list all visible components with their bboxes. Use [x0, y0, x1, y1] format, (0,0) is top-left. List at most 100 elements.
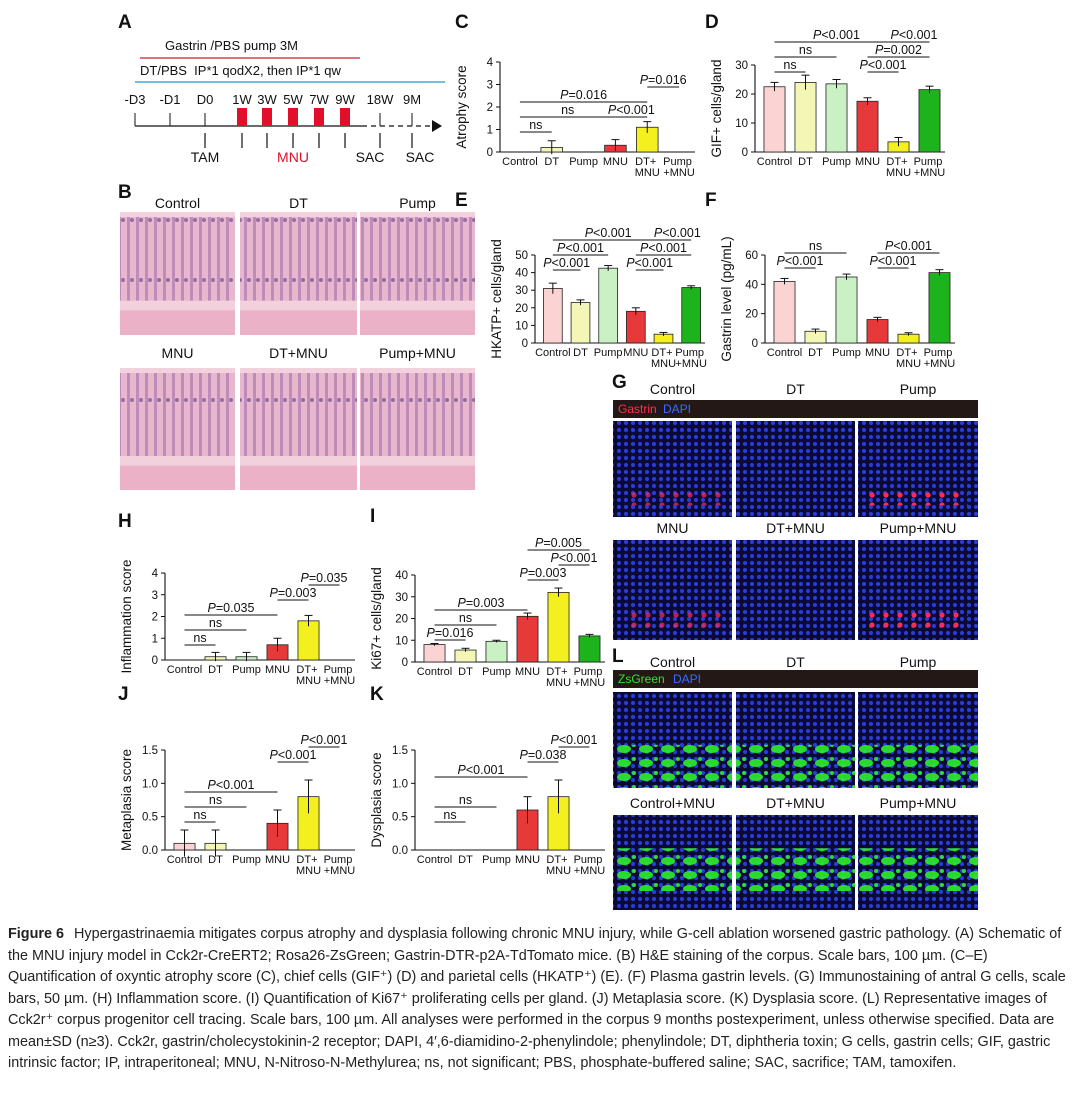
he-muscle	[360, 465, 475, 490]
bar	[794, 82, 817, 153]
mnu-block	[288, 108, 298, 126]
panel-letter: I	[370, 506, 375, 527]
x-tick-label: Pump	[232, 854, 261, 866]
y-tick-label: 40	[515, 268, 528, 280]
image-label: Pump+MNU	[379, 345, 456, 361]
image-label: Pump	[399, 195, 436, 211]
bar	[454, 649, 477, 663]
he-panel: B Control DT Pump MNU DT+MNU Pump+MNU	[118, 182, 475, 490]
panel-letter: E	[455, 190, 468, 211]
image-label: Control	[650, 654, 695, 670]
x-tick-label: Pump	[822, 156, 851, 168]
he-muscle	[120, 465, 235, 490]
he-muscle	[360, 310, 475, 335]
y-tick-label: 0	[402, 657, 408, 669]
y-tick-label: 1.5	[142, 745, 158, 757]
schematic: A Gastrin /PBS pump 3M DT/PBS IP*1 qodX2…	[118, 12, 445, 165]
x-tick-label: Pump	[232, 664, 261, 676]
significance-label: P=0.016	[560, 88, 607, 102]
significance-label: ns	[193, 808, 206, 822]
y-tick-label: 10	[735, 118, 748, 130]
significance-label: ns	[529, 118, 542, 132]
significance-label: ns	[209, 793, 222, 807]
he-muscle	[240, 310, 357, 335]
significance-label: ns	[443, 808, 456, 822]
stain-label: ZsGreen	[618, 672, 665, 686]
x-tick-label: Pump +MNU	[574, 854, 606, 877]
bar	[543, 288, 563, 344]
x-tick-label: Control	[502, 156, 537, 168]
event-label: SAC	[356, 149, 385, 165]
y-tick-label: 4	[152, 568, 159, 580]
image-label: DT+MNU	[766, 520, 825, 536]
panel-letter: H	[118, 511, 132, 532]
image-label: MNU	[162, 345, 194, 361]
bar	[681, 287, 701, 344]
x-tick-label: DT	[544, 156, 559, 168]
x-tick-label: DT	[808, 347, 823, 359]
he-mucosa	[360, 373, 475, 456]
bar-chart: H Inflammation score 0 1 2 3 4 Control DT Pump MNU…	[118, 511, 355, 687]
bar	[825, 83, 848, 153]
y-tick-label: 0	[522, 338, 528, 350]
stain-bar	[613, 670, 978, 688]
y-tick-label: 0.5	[142, 812, 158, 824]
y-tick-label: 40	[745, 279, 758, 291]
image-label: DT+MNU	[269, 345, 328, 361]
significance-label: P<0.001	[891, 28, 938, 42]
y-tick-label: 0	[752, 338, 758, 350]
significance-label: P=0.003	[520, 566, 567, 580]
image-label: DT	[289, 195, 308, 211]
he-mucosa	[240, 373, 357, 456]
timepoint-label: 7W	[309, 92, 329, 107]
x-tick-label: Pump +MNU	[324, 854, 356, 877]
bar	[598, 267, 618, 344]
event-label: MNU	[277, 149, 309, 165]
mnu-block	[314, 108, 324, 126]
panel-letter: L	[612, 646, 624, 667]
panel-letter: F	[705, 190, 717, 211]
significance-label: ns	[809, 239, 822, 253]
gastrin-panel: G Gastrin DAPI Control DT Pump MNU DT+MNU Pum…	[612, 372, 978, 640]
timepoint-labels: -D3 -D1 D0 1W 3W 5W 7W 9W 18W 9M	[125, 92, 422, 107]
x-tick-label: MNU	[865, 347, 890, 359]
image-label: Pump	[900, 381, 937, 397]
caption-label: Figure 6	[8, 926, 64, 942]
significance-label: P=0.016	[427, 626, 474, 640]
y-tick-label: 0	[487, 147, 493, 159]
he-mucosa	[120, 373, 235, 456]
bar	[866, 319, 889, 344]
timepoint-label: -D1	[160, 92, 181, 107]
x-tick-label: Control	[167, 854, 202, 866]
significance-label: P<0.001	[608, 103, 655, 117]
x-tick-label: Control	[417, 666, 452, 678]
x-tick-label: Pump +MNU	[914, 156, 946, 179]
he-muscle	[240, 465, 357, 490]
tracing-panel: L ZsGreen DAPI Control DT Pump Control+MNU D…	[612, 646, 978, 910]
figure: A Gastrin /PBS pump 3M DT/PBS IP*1 qodX2…	[118, 12, 978, 910]
significance-label: P<0.001	[543, 256, 590, 270]
x-tick-label: DT+ MNU	[635, 156, 660, 179]
y-tick-label: 2	[487, 102, 493, 114]
significance-label: P<0.001	[551, 733, 598, 747]
significance-label: P<0.001	[813, 28, 860, 42]
y-tick-label: 30	[735, 60, 748, 72]
x-tick-label: Control	[417, 854, 452, 866]
significance-label: P=0.003	[458, 596, 505, 610]
y-tick-label: 20	[735, 89, 748, 101]
timepoint-label: 3W	[257, 92, 277, 107]
significance-label: P=0.003	[270, 586, 317, 600]
bar	[928, 272, 951, 344]
significance-label: P<0.001	[654, 226, 701, 240]
panel-letter: B	[118, 182, 132, 203]
timeline-arrow	[432, 120, 442, 132]
significance-label: P<0.001	[557, 241, 604, 255]
x-tick-label: Control	[757, 156, 792, 168]
y-tick-label: 2	[152, 612, 158, 624]
he-mucosa	[120, 217, 235, 301]
x-tick-label: DT	[458, 666, 473, 678]
stain-label: DAPI	[663, 402, 691, 416]
x-tick-label: Pump	[594, 347, 623, 359]
image-label: Pump	[900, 654, 937, 670]
y-tick-label: 1	[152, 633, 158, 645]
